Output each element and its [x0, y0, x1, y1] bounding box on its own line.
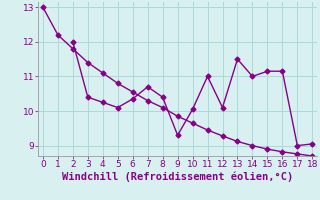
X-axis label: Windchill (Refroidissement éolien,°C): Windchill (Refroidissement éolien,°C): [62, 172, 293, 182]
